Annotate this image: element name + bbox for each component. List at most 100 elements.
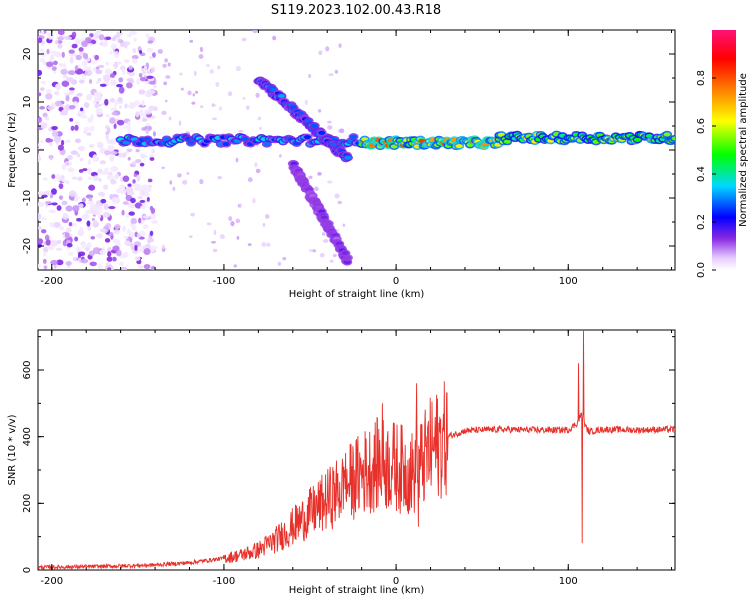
spectrogram-noise-cell [116,84,123,88]
spectrogram-noise-cell [107,145,115,152]
spectrogram-noise-cell [43,190,52,196]
spectrogram-noise-cell [138,217,142,224]
x-tick-label: 100 [559,276,578,287]
spectrogram-noise-cell [334,69,339,74]
spectrogram-noise-cell [128,79,135,83]
spectrogram-noise-cell [38,238,44,245]
spectrogram-noise-cell [78,203,84,209]
spectrogram-noise-cell [136,174,141,182]
spectrogram-noise-cell [77,251,86,257]
spectrogram-noise-cell [68,49,75,54]
colorbar-gradient [712,30,736,270]
spectrogram-noise-cell [65,260,72,266]
spectrogram-noise-cell [66,227,72,234]
spectrogram-noise-cell [64,36,72,41]
spectrogram-noise-cell [89,33,94,38]
spectrogram-noise-cell [132,249,139,255]
spectrogram-noise-cell [61,178,67,183]
spectrogram-noise-cell [136,233,141,239]
spectrogram-noise-cell [139,76,147,82]
spectrogram-noise-cell [89,125,95,132]
spectrogram-noise-cell [71,43,78,49]
spectrogram-noise-cell [74,236,79,242]
spectrogram-noise-cell [53,60,58,66]
spectrogram-noise-cell [145,128,149,135]
spectrogram-noise-cell [95,107,103,115]
spectrogram-noise-cell [131,54,139,60]
spectrogram-noise-cell [206,222,212,226]
spectrogram-noise-cell [79,109,86,117]
spectrogram-noise-cell [130,197,136,204]
spectrogram-noise-cell [262,223,266,227]
spectrogram-noise-cell [51,125,58,131]
spectrogram-noise-cell [206,64,210,67]
spectrogram-noise-cell [213,229,217,236]
y-tick-label: 0 [22,147,33,153]
spectrogram-noise-cell [106,127,111,134]
spectrogram-noise-cell [97,64,105,69]
spectrogram-noise-cell [104,150,111,156]
spectrogram-noise-cell [48,209,57,214]
spectrogram-noise-cell [81,60,88,67]
spectrogram-noise-cell [43,246,49,253]
spectrogram-noise-cell [92,67,97,72]
spectrogram-noise-cell [282,256,287,261]
spectrogram-noise-cell [133,101,141,107]
spectrogram-noise-cell [106,174,114,181]
spectrogram-noise-cell [235,218,241,224]
spectrogram-noise-cell [61,80,70,87]
spectrogram-noise-cell [217,65,221,70]
spectrogram-noise-cell [122,68,126,75]
spectrogram-noise-cell [56,259,64,266]
spectrogram-noise-cell [87,200,94,205]
spectrogram-noise-cell [147,178,153,183]
spectrogram-noise-cell [74,138,81,144]
spectrogram-noise-cell [259,126,262,130]
spectrogram-noise-cell [161,244,165,250]
spectrogram-noise-cell [108,206,116,210]
spectrogram-noise-cell [49,222,54,228]
spectrogram-noise-cell [47,32,54,40]
spectrogram-noise-cell [199,105,204,109]
spectrogram-noise-cell [112,197,121,204]
spectrogram-noise-cell [57,144,64,151]
spectrogram-cell [304,135,312,140]
spectrogram-noise-cell [120,266,128,270]
spectrogram-cell [163,137,171,142]
spectrogram-noise-cell [127,127,132,135]
spectrogram-noise-cell [110,165,119,173]
spectrogram-noise-cell [106,256,113,262]
spectrogram-noise-cell [212,248,218,253]
spectrogram-noise-cell [59,225,65,231]
spectrogram-noise-cell [109,50,113,55]
spectrogram-noise-cell [152,52,156,58]
spectrogram-noise-cell [79,158,84,162]
spectrogram-noise-cell [104,68,113,75]
spectrogram-noise-cell [172,186,176,191]
spectrogram-noise-cell [94,54,100,61]
spectrogram-noise-cell [40,30,45,37]
spectrogram-noise-cell [73,197,79,202]
spectrogram-noise-cell [98,34,105,41]
spectrogram-noise-cell [93,175,99,182]
spectrogram-noise-cell [317,109,322,113]
spectrogram-noise-cell [150,265,156,270]
spectrogram-noise-cell [56,205,62,211]
spectrogram-noise-cell [127,183,132,187]
spectrogram-noise-cell [57,36,64,41]
spectrogram-noise-cell [342,223,346,227]
spectrogram-noise-cell [92,32,101,37]
spectrogram-cell [634,137,642,142]
spectrogram-noise-cell [127,120,131,126]
spectrogram-noise-cell [123,125,131,129]
spectrogram-noise-cell [308,175,313,180]
spectrogram-noise-cell [167,62,171,67]
spectrogram-noise-cell [97,77,102,82]
spectrogram-noise-cell [121,152,127,158]
colorbar-label: Normalized spectral amplitude [738,73,749,227]
spectrogram-noise-cell [239,203,242,208]
spectrogram-noise-cell [138,230,146,237]
spectrogram-noise-cell [308,249,314,253]
